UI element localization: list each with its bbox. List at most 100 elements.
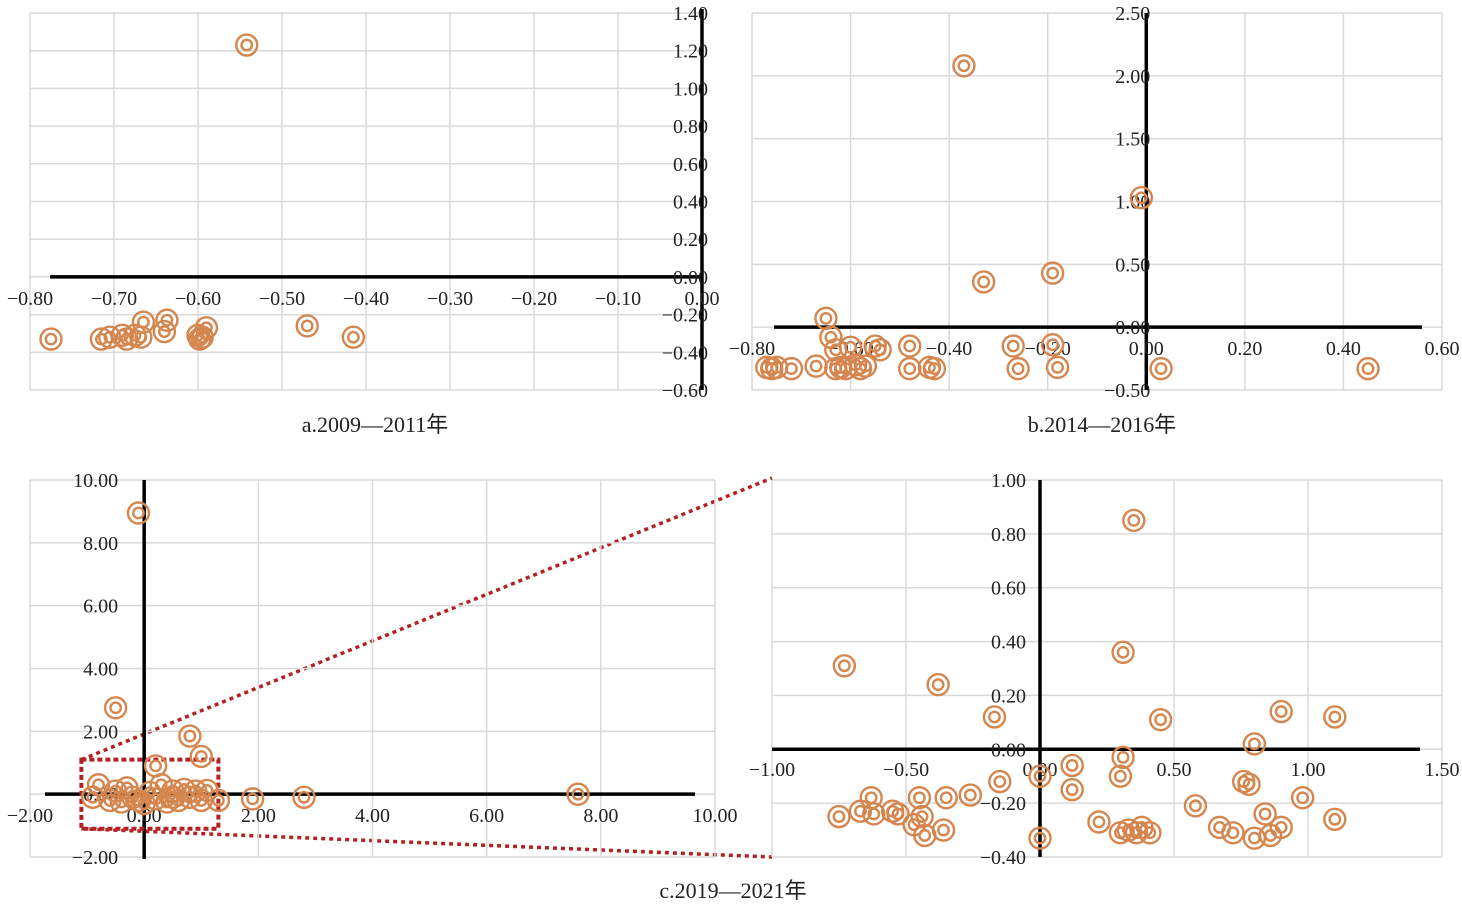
y-tick-label: 4.00: [83, 659, 118, 681]
point-outer-ring: [862, 802, 886, 826]
point-inner-ring: [1092, 815, 1106, 829]
scatter-point: [292, 785, 316, 810]
point-outer-ring: [907, 786, 932, 810]
point-outer-ring: [982, 705, 1007, 729]
point-outer-ring: [1108, 764, 1133, 788]
scatter-point: [161, 785, 185, 810]
point-outer-ring: [1060, 753, 1084, 778]
point-inner-ring: [297, 790, 311, 804]
x-tick-label: −0.70: [91, 288, 137, 310]
point-outer-ring: [152, 319, 177, 344]
scatter-point: [1183, 794, 1208, 818]
point-inner-ring: [1033, 769, 1047, 783]
point-outer-ring: [1138, 821, 1162, 845]
panel-a-caption: a.2009—2011年: [302, 412, 448, 437]
point-outer-ring: [240, 787, 265, 811]
point-inner-ring: [873, 343, 887, 357]
scatter-point: [1111, 640, 1135, 665]
point-outer-ring: [131, 310, 156, 334]
point-outer-ring: [1040, 261, 1065, 285]
point-inner-ring: [837, 659, 851, 673]
y-tick-label: −0.40: [662, 342, 708, 364]
scatter-point: [804, 354, 828, 378]
point-inner-ring: [785, 362, 798, 376]
y-tick-label: 1.50: [1115, 129, 1150, 151]
x-tick-label: −0.30: [427, 288, 473, 310]
x-tick-label: −0.80: [729, 338, 775, 360]
y-tick-label: 2.00: [83, 721, 118, 743]
point-outer-ring: [155, 308, 179, 332]
x-tick-label: −0.50: [883, 759, 929, 781]
point-outer-ring: [1183, 794, 1208, 818]
scatter-point: [566, 782, 590, 806]
x-tick-label: −1.00: [749, 759, 795, 781]
point-inner-ring: [809, 359, 823, 373]
y-tick-label: 10.00: [73, 470, 118, 492]
point-outer-ring: [1040, 333, 1065, 357]
point-inner-ring: [149, 759, 162, 773]
point-inner-ring: [918, 829, 932, 842]
data-points: [39, 33, 366, 351]
point-inner-ring: [957, 59, 971, 73]
point-outer-ring: [934, 786, 958, 810]
point-inner-ring: [1033, 831, 1047, 845]
y-tick-label: 0.40: [991, 632, 1026, 654]
x-tick-label: −0.10: [595, 288, 641, 310]
scatter-point: [952, 54, 976, 78]
scatter-point: [832, 654, 857, 678]
scatter-point: [971, 270, 996, 294]
point-outer-ring: [1060, 777, 1084, 802]
point-outer-ring: [295, 314, 319, 338]
point-inner-ring: [1065, 783, 1079, 797]
scatter-point: [1290, 786, 1315, 810]
scatter-point: [1138, 821, 1162, 845]
scatter-point: [862, 802, 886, 826]
scatter-point: [98, 325, 122, 349]
point-inner-ring: [1248, 831, 1261, 845]
point-outer-ring: [1111, 640, 1135, 665]
scatter-point: [1060, 753, 1084, 778]
scatter-point: [1006, 356, 1030, 381]
y-tick-label: 0.00: [673, 267, 708, 289]
point-outer-ring: [1323, 705, 1347, 729]
point-outer-ring: [187, 327, 212, 351]
point-inner-ring: [160, 313, 174, 327]
point-inner-ring: [1154, 713, 1168, 727]
y-tick-label: 0.00: [991, 739, 1026, 761]
y-tick-label: −0.50: [1104, 380, 1150, 402]
point-outer-ring: [126, 501, 151, 525]
scatter-point: [1087, 810, 1111, 834]
scatter-point: [988, 769, 1012, 794]
y-tick-label: 1.20: [673, 41, 708, 63]
scatter-point: [1269, 699, 1293, 724]
point-inner-ring: [1127, 513, 1141, 527]
point-inner-ring: [854, 804, 867, 818]
point-inner-ring: [927, 362, 941, 376]
point-outer-ring: [988, 769, 1012, 794]
point-inner-ring: [1116, 645, 1130, 659]
point-inner-ring: [963, 788, 977, 802]
point-outer-ring: [952, 54, 976, 78]
point-inner-ring: [993, 775, 1007, 788]
point-inner-ring: [1248, 737, 1261, 751]
scatter-point: [86, 773, 111, 797]
scatter-point: [1237, 772, 1261, 796]
point-inner-ring: [194, 750, 208, 763]
data-points: [827, 508, 1347, 850]
x-tick-label: 4.00: [355, 805, 390, 827]
point-inner-ring: [571, 787, 585, 801]
scatter-point: [1149, 356, 1173, 381]
y-tick-label: 6.00: [83, 596, 118, 618]
y-tick-label: 1.00: [991, 470, 1026, 492]
panel-a-2009-2011: −0.80 −0.70 −0.60 −0.50 −0.40 −0.30 −0.20 −0.10…: [7, 3, 720, 402]
point-inner-ring: [977, 275, 991, 289]
point-outer-ring: [838, 335, 863, 359]
scatter-point: [131, 310, 156, 334]
scatter-point: [39, 327, 63, 351]
point-inner-ring: [891, 807, 905, 821]
scatter-point: [194, 316, 219, 340]
zoom-connector-bottom: [81, 826, 773, 859]
point-inner-ring: [844, 340, 857, 354]
panel-b-2014-2016: −0.80 −0.60 −0.40 −0.20 0.00 0.20 0.40 0.60−0.5…: [729, 3, 1460, 402]
point-outer-ring: [1253, 802, 1277, 826]
